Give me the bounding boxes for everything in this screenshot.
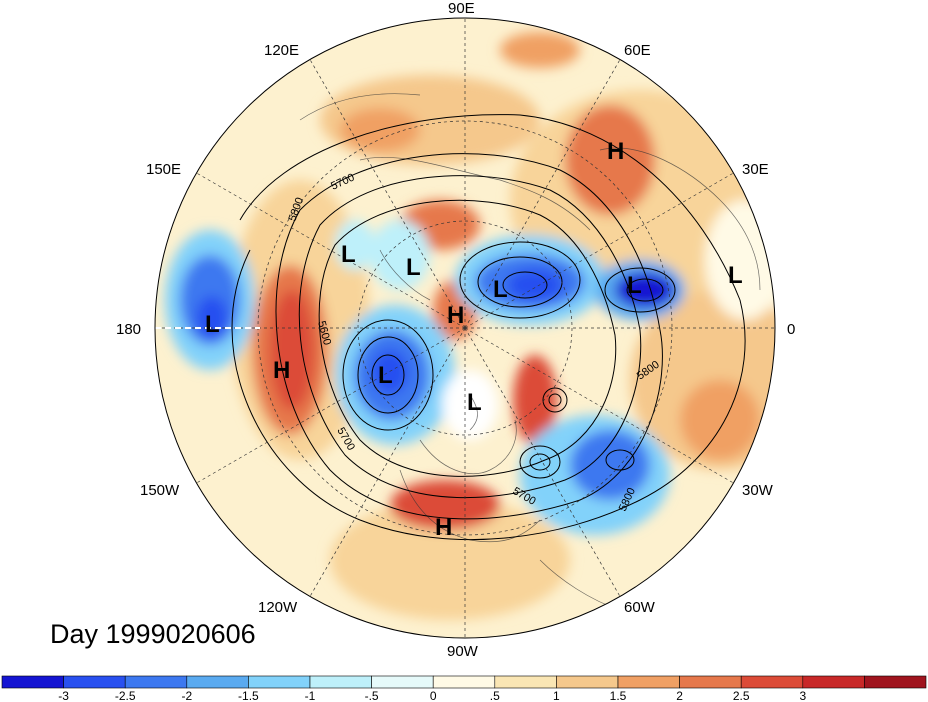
longitude-labels: 90E 60E 30E 0 30W 60W 90W 120W 150W 180 … [116,0,795,660]
colorbar-swatch [679,675,742,689]
colorbar-swatch [740,675,804,689]
colorbar-swatch [124,675,188,689]
pressure-centers: H H H H L L L L L L L L [205,138,743,541]
meridian-line [309,327,466,597]
colorbar-tick-label: -1 [305,689,316,702]
colorbar-swatch [248,675,311,689]
lon-label-90e: 90E [448,0,475,17]
meridian-line [464,327,621,597]
lon-label-120w: 120W [258,599,298,616]
low-alaska: L [728,262,743,289]
high-north-europe: H [607,138,624,165]
high-gulf-of-mexico: H [435,514,452,541]
colorbar-tick-label: 1.5 [610,689,627,702]
height-contours [231,114,746,541]
lon-label-0: 0 [787,321,795,338]
colorbar-tick-label: 2.5 [733,689,750,702]
latitude-circle [357,220,573,436]
colorbar-swatch [1,675,64,689]
low-north-central-siberia: L [493,276,508,303]
lon-label-120e: 120E [264,42,299,59]
meridian-line [196,327,466,484]
low-pacific-date-line: L [205,311,220,338]
colorbar-tick-label: 2 [676,689,683,702]
lon-label-150w: 150W [140,482,180,499]
colorbar-tick-label: 1 [553,689,560,702]
colorbar-swatch [309,675,372,689]
lon-label-150e: 150E [146,161,181,178]
meridian-line [309,59,466,329]
colorbar-swatch [432,675,496,689]
meridian-line [464,172,734,329]
colorbar-swatch [617,675,680,689]
high-north-pacific: H [273,357,290,384]
low-africa: L [467,389,482,416]
colorbar-swatch [864,675,927,689]
colorbar-swatch [494,675,557,689]
colorbar-tick-label: 0 [430,689,437,702]
colorbar-tick-label: -2 [181,689,192,702]
colorbar-swatch [186,675,249,689]
colorbar-swatch [63,675,126,689]
colorbar-swatch [802,675,865,689]
meridian-line [196,172,466,329]
colorbar-tick-label: -2.5 [115,689,136,702]
colorbar-swatch [556,675,619,689]
colorbar-tick-label: -1.5 [238,689,259,702]
colorbar: -3 -2.5 -2 -1.5 -1 -.5 0 .5 1 1.5 2 2.5 3 [1,675,927,702]
colorbar-tick-label: -3 [58,689,69,702]
low-siberia: L [406,254,421,281]
map-border [154,17,776,639]
colorbar-tick-label: .5 [490,689,500,702]
lon-label-30e: 30E [742,161,769,178]
colorbar-tick-label: 3 [799,689,806,702]
low-east-siberia: L [341,241,356,268]
lon-label-30w: 30W [742,482,774,499]
lon-label-180: 180 [116,321,141,338]
meridian-lines [155,18,775,638]
lon-label-60w: 60W [624,599,656,616]
graticule [155,18,775,638]
high-arctic: H [447,302,464,329]
day-label: Day 1999020606 [50,619,256,649]
low-barents-sea: L [627,272,642,299]
colorbar-swatch [371,675,434,689]
low-hudson-bay: L [378,362,393,389]
colorbar-tick-label: -.5 [365,689,379,702]
meridian-line [464,59,621,329]
lon-label-60e: 60E [624,42,651,59]
meridian-line [464,327,734,484]
lon-label-90w: 90W [447,643,479,660]
